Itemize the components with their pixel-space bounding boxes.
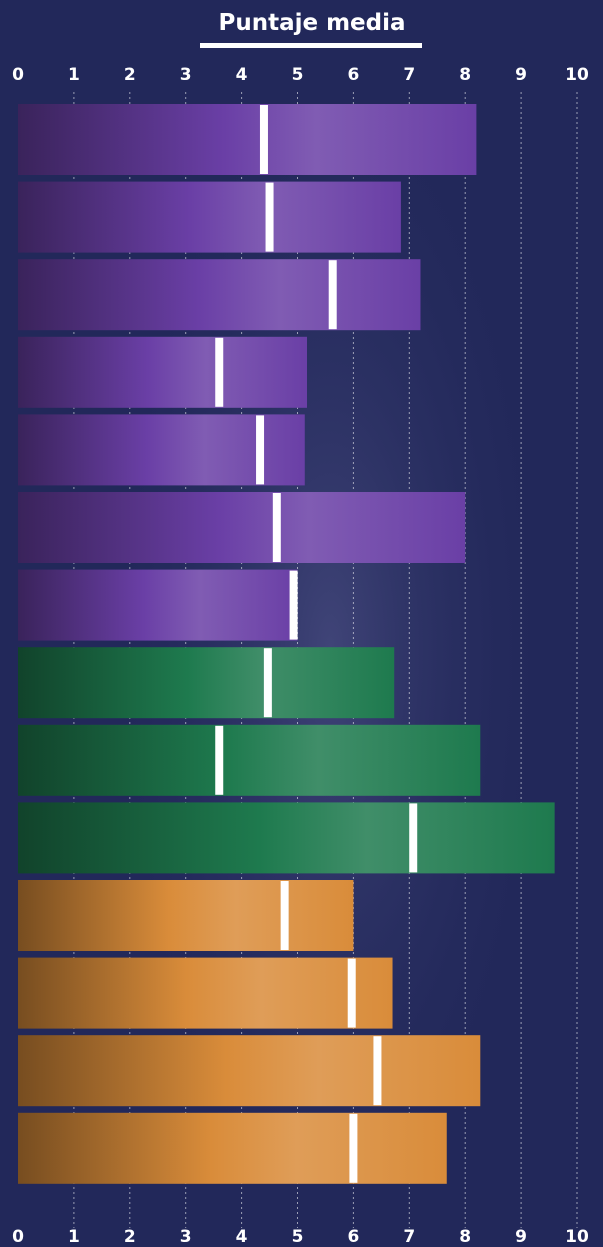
- bar: [18, 724, 481, 796]
- mean-marker: [409, 803, 418, 873]
- bar: [18, 647, 395, 719]
- mean-marker: [256, 415, 265, 485]
- x-tick-label: 9: [515, 65, 527, 85]
- x-tick-label: 0: [12, 1227, 24, 1247]
- x-tick-label: 4: [236, 65, 248, 85]
- x-tick-label: 7: [403, 1227, 415, 1247]
- x-tick-label: 6: [347, 65, 359, 85]
- bar: [18, 802, 555, 874]
- x-tick-label: 1: [68, 1227, 80, 1247]
- x-tick-label: 8: [459, 1227, 471, 1247]
- mean-marker: [349, 1113, 358, 1183]
- bar: [18, 1035, 481, 1107]
- mean-marker: [259, 105, 268, 174]
- x-tick-label: 3: [180, 1227, 192, 1247]
- bar: [18, 569, 298, 641]
- x-tick-label: 10: [565, 1227, 589, 1247]
- mean-marker: [272, 493, 281, 562]
- x-tick-label: 7: [403, 65, 415, 85]
- bar: [18, 104, 477, 175]
- mean-marker: [265, 182, 274, 252]
- x-tick-label: 8: [459, 65, 471, 85]
- mean-marker: [289, 570, 298, 640]
- bar: [18, 957, 393, 1029]
- mean-marker: [215, 337, 224, 407]
- x-tick-label: 4: [236, 1227, 248, 1247]
- title-underline: [200, 43, 422, 48]
- x-tick-label: 6: [347, 1227, 359, 1247]
- mean-marker: [263, 648, 272, 718]
- x-tick-label: 1: [68, 65, 80, 85]
- x-tick-label: 2: [124, 1227, 136, 1247]
- x-tick-label: 0: [12, 65, 24, 85]
- x-tick-label: 2: [124, 65, 136, 85]
- bar: [18, 492, 466, 563]
- x-tick-label: 9: [515, 1227, 527, 1247]
- bar: [18, 1112, 447, 1184]
- x-tick-label: 5: [292, 1227, 304, 1247]
- mean-marker: [347, 958, 356, 1028]
- mean-marker: [373, 1036, 382, 1106]
- mean-marker: [280, 881, 289, 950]
- bar: [18, 259, 421, 331]
- mean-marker: [215, 725, 224, 795]
- bar: [18, 181, 401, 253]
- chart-title: Puntaje media: [218, 10, 405, 36]
- x-tick-label: 10: [565, 65, 589, 85]
- x-tick-label: 3: [180, 65, 192, 85]
- bar: [18, 336, 308, 408]
- x-tick-label: 5: [292, 65, 304, 85]
- bar: [18, 880, 354, 951]
- mean-marker: [328, 260, 337, 330]
